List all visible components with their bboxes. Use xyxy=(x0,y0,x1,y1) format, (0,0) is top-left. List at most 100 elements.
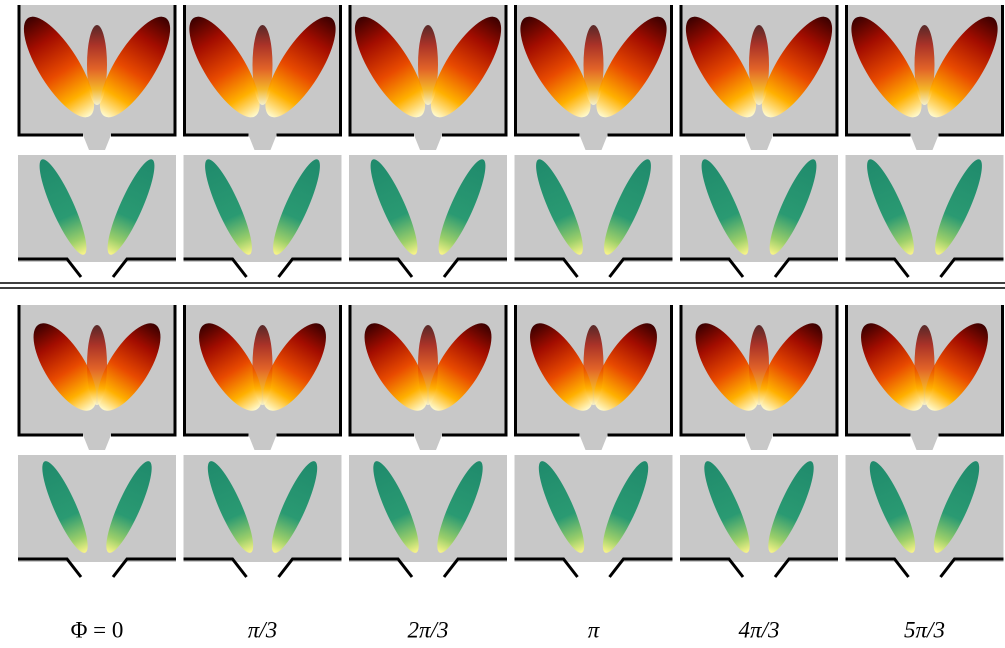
plume-core xyxy=(914,25,935,105)
frame xyxy=(183,305,342,437)
nozzle-walls xyxy=(18,557,176,578)
nozzle-walls xyxy=(514,557,673,578)
jet xyxy=(370,159,418,255)
column-label: 5π/3 xyxy=(904,617,945,642)
plume xyxy=(851,16,922,118)
panel-background xyxy=(514,455,673,562)
plume-core xyxy=(583,25,604,105)
frame xyxy=(845,5,1004,137)
jet xyxy=(437,461,483,553)
nozzle xyxy=(248,135,277,150)
nozzle xyxy=(745,435,773,450)
plume xyxy=(927,16,998,118)
frame xyxy=(183,5,342,137)
plume-core xyxy=(418,325,438,405)
frame xyxy=(348,5,508,137)
jet xyxy=(207,461,254,553)
plume xyxy=(263,323,326,411)
nozzle xyxy=(83,135,111,150)
frame xyxy=(679,5,839,137)
nozzle-walls xyxy=(349,557,507,578)
plume-core xyxy=(749,325,769,405)
jet xyxy=(438,159,486,255)
plume xyxy=(861,323,924,411)
panel-background xyxy=(680,455,838,562)
nozzle-walls xyxy=(349,257,507,278)
nozzle xyxy=(414,135,442,150)
column-label: 2π/3 xyxy=(408,617,449,642)
jet xyxy=(536,159,583,255)
plume-core xyxy=(914,325,935,405)
jet xyxy=(271,461,318,553)
nozzle-walls xyxy=(18,257,176,278)
plume-core xyxy=(749,25,769,105)
panel-background xyxy=(349,455,507,562)
jet xyxy=(933,461,980,553)
plume xyxy=(520,16,591,118)
nozzle xyxy=(579,435,608,450)
plume xyxy=(99,16,171,118)
jet xyxy=(602,461,649,553)
jet xyxy=(205,159,252,255)
plume xyxy=(594,323,657,411)
plume xyxy=(430,16,502,118)
frame xyxy=(17,305,177,437)
plume-core xyxy=(252,25,273,105)
jet xyxy=(39,159,87,255)
panel-background xyxy=(845,455,1004,562)
plume xyxy=(761,16,833,118)
panel-background xyxy=(18,455,176,562)
frame xyxy=(348,305,508,437)
column-label: Φ = 0 xyxy=(71,617,124,642)
nozzle-walls xyxy=(680,257,838,278)
plume-core xyxy=(583,325,604,405)
frame xyxy=(514,305,673,437)
plume xyxy=(695,323,759,411)
nozzle xyxy=(910,135,939,150)
plume-core xyxy=(252,325,273,405)
nozzle-walls xyxy=(183,257,342,278)
nozzle xyxy=(579,135,608,150)
jet xyxy=(867,159,914,255)
plume xyxy=(354,16,426,118)
nozzle xyxy=(745,135,773,150)
plume-core xyxy=(87,325,107,405)
nozzle xyxy=(248,435,277,450)
plume xyxy=(685,16,757,118)
column-label: π xyxy=(588,617,601,642)
column-label: 4π/3 xyxy=(739,617,780,642)
nozzle-walls xyxy=(845,557,1004,578)
jet xyxy=(604,159,651,255)
plume xyxy=(925,323,988,411)
jet xyxy=(768,461,814,553)
plume xyxy=(23,16,95,118)
nozzle-walls xyxy=(845,257,1004,278)
jet xyxy=(538,461,585,553)
plume xyxy=(199,323,262,411)
jet xyxy=(106,461,152,553)
nozzle-walls xyxy=(183,557,342,578)
jet xyxy=(107,159,155,255)
jet xyxy=(42,461,88,553)
plume xyxy=(265,16,336,118)
jet xyxy=(704,461,750,553)
frame xyxy=(17,5,177,137)
column-label: π/3 xyxy=(248,617,277,642)
plume xyxy=(530,323,593,411)
jet xyxy=(869,461,916,553)
jet xyxy=(273,159,320,255)
nozzle xyxy=(910,435,939,450)
nozzle xyxy=(414,435,442,450)
plume xyxy=(428,323,492,411)
jet xyxy=(935,159,982,255)
jet xyxy=(373,461,419,553)
jet xyxy=(769,159,817,255)
plume xyxy=(759,323,823,411)
nozzle xyxy=(83,435,111,450)
nozzle-walls xyxy=(680,557,838,578)
jet xyxy=(701,159,749,255)
frame xyxy=(514,5,673,137)
nozzle-walls xyxy=(514,257,673,278)
plume-core xyxy=(418,25,438,105)
